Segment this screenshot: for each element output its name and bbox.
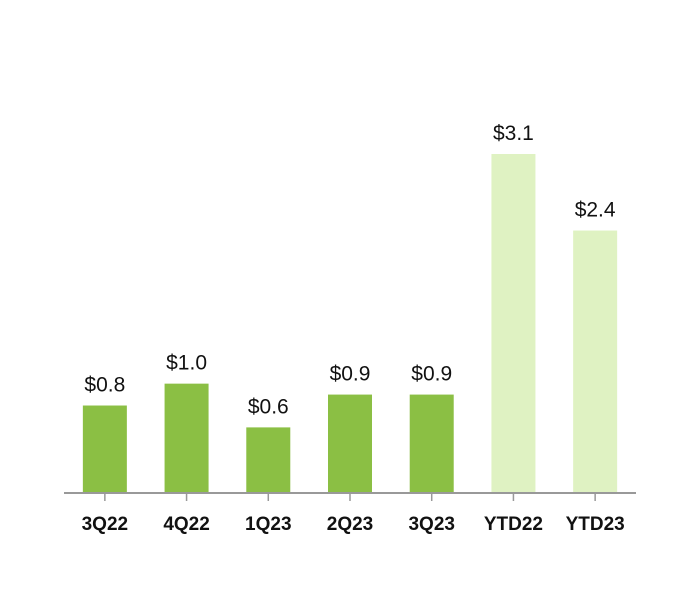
category-label-3q23: 3Q23 — [408, 514, 454, 535]
value-label-3q23: $0.9 — [411, 363, 452, 386]
bars-group — [82, 154, 618, 493]
category-label-4q22: 4Q22 — [163, 514, 209, 535]
value-label-ytd23: $2.4 — [575, 199, 616, 222]
value-label-3q22: $0.8 — [84, 374, 125, 397]
value-label-2q23: $0.9 — [330, 363, 371, 386]
bar-1q23 — [246, 427, 291, 493]
category-label-1q23: 1Q23 — [245, 514, 291, 535]
value-label-ytd22: $3.1 — [493, 122, 534, 145]
category-label-2q23: 2Q23 — [327, 514, 373, 535]
bar-4q22 — [164, 383, 209, 493]
bar-3q22 — [82, 405, 127, 493]
value-labels-group: $0.8 $1.0 $0.6 $0.9 $0.9 $3.1 $2.4 — [84, 122, 615, 418]
bar-3q23 — [409, 394, 454, 493]
x-axis-ticks-group — [104, 493, 596, 501]
value-label-1q23: $0.6 — [248, 395, 289, 418]
value-label-4q22: $1.0 — [166, 352, 207, 375]
bar-ytd23 — [573, 230, 618, 493]
category-label-3q22: 3Q22 — [82, 514, 128, 535]
category-label-ytd22: YTD22 — [484, 514, 543, 535]
bar-2q23 — [328, 394, 372, 493]
category-labels-group: 3Q22 4Q22 1Q23 2Q23 3Q23 YTD22 YTD23 — [82, 514, 625, 535]
bar-ytd22 — [491, 154, 536, 493]
category-label-ytd23: YTD23 — [566, 514, 625, 535]
